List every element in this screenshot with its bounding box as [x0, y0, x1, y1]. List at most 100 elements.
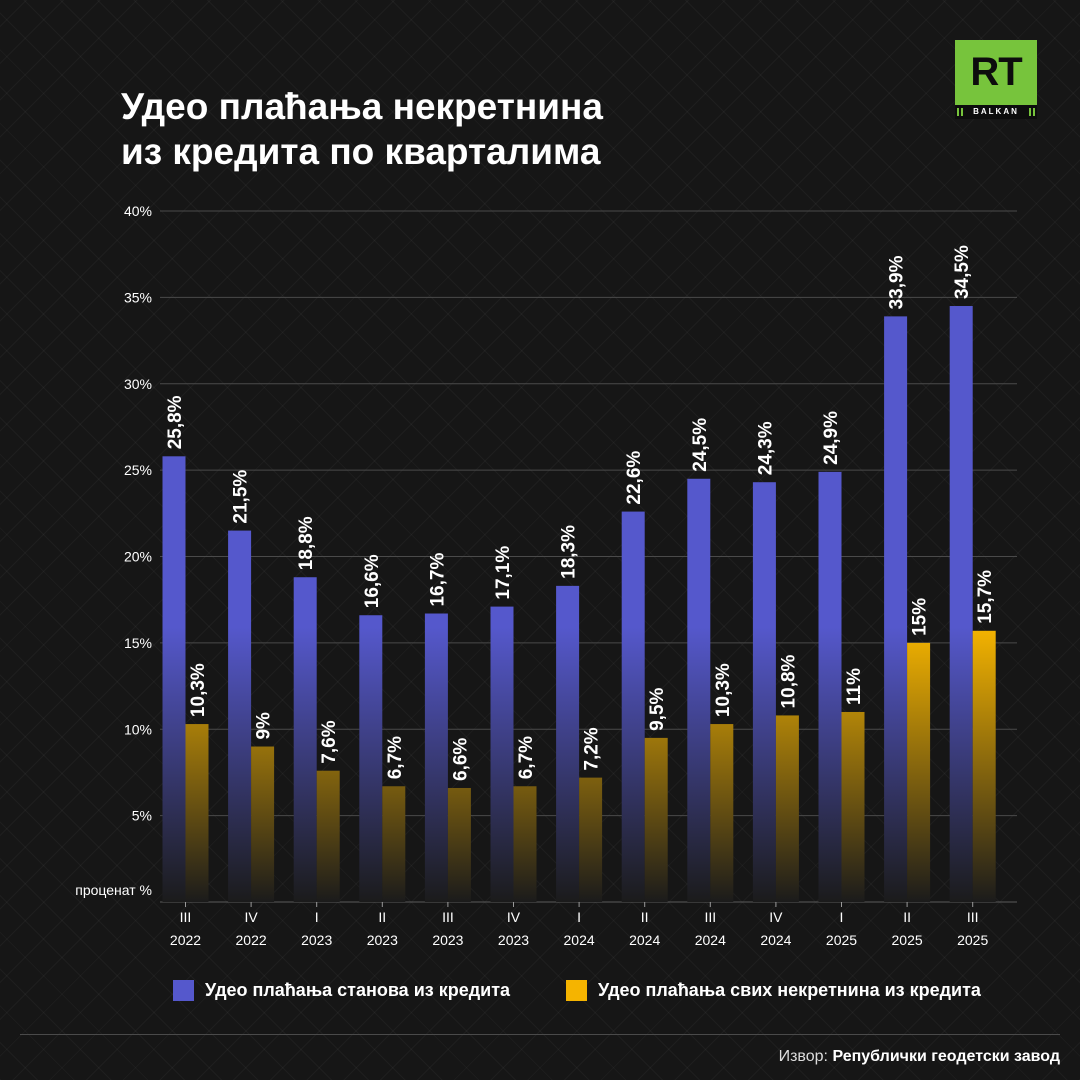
data-label-apartments: 24,3% — [755, 421, 776, 475]
source-name: Републички геодетски завод — [832, 1048, 1060, 1065]
x-tick-quarter: I — [840, 909, 844, 925]
y-tick-label: 25% — [124, 462, 152, 478]
data-label-all-properties: 11% — [844, 668, 865, 705]
x-tick-year: 2025 — [892, 932, 923, 948]
y-axis-label: проценат % — [75, 882, 152, 898]
data-label-all-properties: 6,6% — [450, 738, 471, 781]
data-label-all-properties: 10,3% — [713, 663, 734, 717]
logo-text: RT — [970, 50, 1022, 94]
legend: Удео плаћања станова из кредита Удео пла… — [0, 980, 1080, 1006]
bar-all-properties — [907, 642, 931, 902]
bar-all-properties — [251, 746, 275, 902]
x-tick-quarter: II — [641, 909, 649, 925]
x-tick-quarter: IV — [244, 909, 258, 925]
x-tick-quarter: IV — [507, 909, 521, 925]
bar-apartments — [687, 478, 711, 902]
bar-all-properties — [775, 715, 799, 902]
data-label-apartments: 24,9% — [821, 411, 842, 465]
data-label-all-properties: 6,7% — [385, 736, 406, 779]
data-label-apartments: 18,8% — [296, 516, 317, 570]
bar-apartments — [228, 530, 252, 902]
bar-all-properties — [710, 724, 734, 902]
data-label-all-properties: 7,6% — [319, 720, 340, 763]
bar-apartments — [818, 471, 842, 902]
x-tick-year: 2024 — [695, 932, 726, 948]
x-tick-year: 2023 — [432, 932, 463, 948]
bar-chart: 5% 10% 15% 20% 25% 30% 35% 40% проценат % 25,8% 10… — [75, 203, 1017, 948]
y-tick-label: 20% — [124, 549, 152, 565]
bar-all-properties — [185, 724, 209, 902]
data-label-all-properties: 9,5% — [647, 687, 668, 730]
y-tick-label: 40% — [124, 203, 152, 219]
bar-all-properties — [841, 711, 865, 902]
data-label-all-properties: 6,7% — [516, 736, 537, 779]
x-tick-year: 2023 — [301, 932, 332, 948]
data-label-apartments: 33,9% — [887, 255, 908, 309]
bar-all-properties — [382, 786, 406, 902]
data-label-all-properties: 7,2% — [582, 727, 603, 770]
x-tick-quarter: III — [442, 909, 454, 925]
y-tick-label: 30% — [124, 376, 152, 392]
data-label-apartments: 16,7% — [427, 553, 448, 607]
title-line-1: Удео плаћања некретнина — [121, 86, 603, 127]
y-tick-label: 10% — [124, 721, 152, 737]
data-label-all-properties: 10,3% — [188, 663, 209, 717]
legend-label-all-properties: Удео плаћања свих некретнина из кредита — [598, 980, 981, 1000]
x-tick-year: 2023 — [367, 932, 398, 948]
title-line-2: из кредита по кварталима — [121, 131, 601, 172]
x-tick-quarter: IV — [769, 909, 783, 925]
x-tick-year: 2025 — [957, 932, 988, 948]
data-label-apartments: 16,6% — [362, 554, 383, 608]
data-label-all-properties: 15,7% — [975, 570, 996, 624]
data-label-apartments: 22,6% — [624, 451, 645, 505]
x-tick-year: 2024 — [629, 932, 660, 948]
x-tick-quarter: II — [903, 909, 911, 925]
bar-apartments — [490, 606, 514, 902]
logo-subtext: BALKAN — [955, 105, 1037, 119]
bar-apartments — [752, 482, 776, 902]
source-label: Извор: — [778, 1048, 828, 1065]
x-tick-year: 2025 — [826, 932, 857, 948]
bar-apartments — [621, 511, 645, 902]
x-tick-quarter: I — [315, 909, 319, 925]
y-tick-label: 35% — [124, 289, 152, 305]
x-tick-year: 2024 — [760, 932, 791, 948]
bar-apartments — [359, 615, 383, 902]
bar-apartments — [162, 456, 186, 902]
footer-divider — [20, 1034, 1060, 1035]
y-tick-label: 5% — [132, 808, 152, 824]
x-tick-quarter: III — [967, 909, 979, 925]
legend-swatch-apartments — [173, 980, 194, 1001]
bar-apartments — [293, 577, 317, 902]
bar-all-properties — [972, 630, 996, 902]
chart-title: Удео плаћања некретнина из кредита по кв… — [121, 84, 603, 174]
bar-all-properties — [316, 770, 340, 902]
data-label-apartments: 24,5% — [690, 418, 711, 472]
bar-all-properties — [513, 786, 537, 902]
x-tick-year: 2024 — [564, 932, 595, 948]
x-tick-quarter: I — [577, 909, 581, 925]
data-label-apartments: 21,5% — [231, 470, 252, 524]
legend-swatch-all-properties — [566, 980, 587, 1001]
x-tick-year: 2023 — [498, 932, 529, 948]
x-tick-year: 2022 — [236, 932, 267, 948]
bar-apartments — [556, 585, 580, 902]
legend-label-apartments: Удео плаћања станова из кредита — [205, 980, 511, 1000]
legend-item-apartments: Удео плаћања станова из кредита — [173, 980, 510, 1001]
data-label-all-properties: 15% — [910, 598, 931, 636]
data-label-apartments: 34,5% — [952, 245, 973, 299]
data-label-apartments: 25,8% — [165, 395, 186, 449]
bar-all-properties — [644, 737, 668, 902]
bar-all-properties — [447, 787, 471, 902]
source-note: Извор: Републички геодетски завод — [779, 1048, 1060, 1066]
x-tick-quarter: III — [704, 909, 716, 925]
bar-apartments — [884, 316, 908, 902]
y-tick-label: 15% — [124, 635, 152, 651]
x-tick-quarter: II — [378, 909, 386, 925]
data-label-apartments: 17,1% — [493, 546, 514, 600]
bar-all-properties — [579, 777, 603, 902]
rt-balkan-logo: RT BALKAN — [955, 40, 1037, 119]
x-tick-quarter: III — [180, 909, 192, 925]
legend-item-all-properties: Удео плаћања свих некретнина из кредита — [566, 980, 981, 1001]
data-label-apartments: 18,3% — [559, 525, 580, 579]
